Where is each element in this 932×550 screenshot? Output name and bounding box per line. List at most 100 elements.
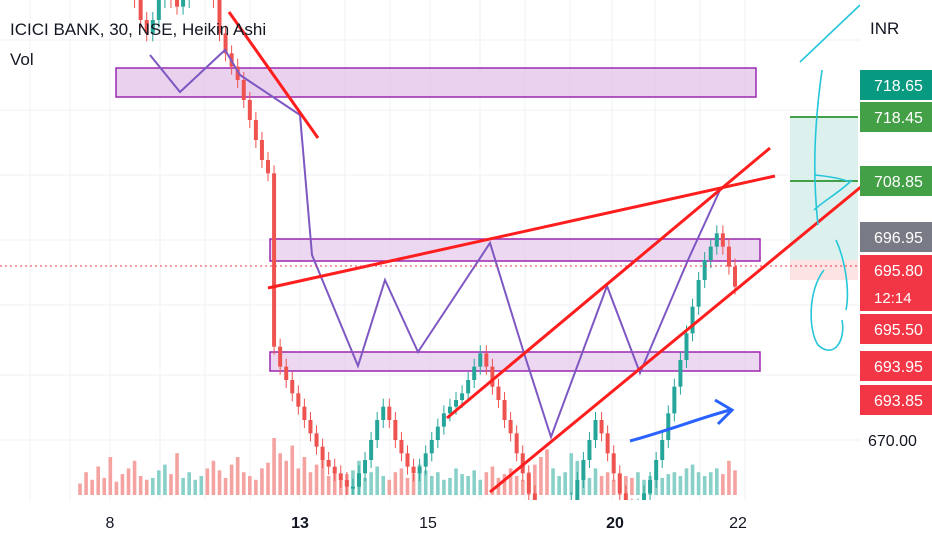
countdown-badge xyxy=(860,285,932,311)
candle-body xyxy=(672,386,677,414)
volume-bar xyxy=(387,479,392,495)
x-tick-label: 13 xyxy=(291,515,309,532)
volume-bar xyxy=(484,472,489,495)
projection-arrow-head xyxy=(714,398,735,426)
candle-body xyxy=(320,446,325,460)
candle-body xyxy=(247,100,252,120)
candle-body xyxy=(181,0,186,7)
candle-body xyxy=(308,420,313,434)
volume-bar xyxy=(557,476,561,495)
volume-bar xyxy=(102,477,107,495)
candle-body xyxy=(393,420,398,440)
candle-body xyxy=(332,466,337,474)
candle-body xyxy=(575,480,580,500)
candle-body xyxy=(387,406,392,420)
x-tick-label: 20 xyxy=(606,515,624,532)
volume-bar xyxy=(393,472,398,495)
volume-bar xyxy=(132,460,137,495)
exchange: NSE xyxy=(137,20,173,39)
volume-bar xyxy=(593,468,598,495)
volume-bar xyxy=(678,476,683,495)
candle-body xyxy=(666,413,671,440)
resistance-zone-upper[interactable] xyxy=(115,67,757,98)
volume-bar xyxy=(605,472,610,495)
trendline-downtrend[interactable] xyxy=(227,11,320,139)
volume-bar xyxy=(696,472,701,495)
volume-bar xyxy=(721,474,725,495)
volume-bar xyxy=(460,474,464,495)
trendline-wedge-upper[interactable] xyxy=(267,174,776,290)
trendline-channel-upper[interactable] xyxy=(446,146,771,420)
candle-body xyxy=(144,20,149,34)
candle-body xyxy=(429,440,434,454)
candle-body xyxy=(593,420,598,440)
candle-body xyxy=(587,440,592,460)
resistance-zone-middle[interactable] xyxy=(269,238,761,262)
candle-body xyxy=(726,246,731,267)
candle-body xyxy=(259,140,264,160)
volume-bar xyxy=(296,468,301,495)
candle-body xyxy=(423,453,428,467)
projection-arrow xyxy=(629,408,731,443)
volume-bar xyxy=(381,476,386,495)
price-badge xyxy=(860,314,932,344)
volume-bar xyxy=(611,479,616,495)
candle-body xyxy=(441,413,446,427)
volume-bar xyxy=(405,477,410,495)
hand-drawn-scribble xyxy=(799,4,861,63)
volume-bar xyxy=(114,481,119,495)
volume-bar xyxy=(217,470,222,495)
candle-body xyxy=(278,346,283,367)
volume-bar xyxy=(96,466,100,495)
price-badge-label: 695.80 xyxy=(874,263,923,280)
volume-bar xyxy=(90,479,94,495)
price-badge xyxy=(860,255,932,285)
volume-bar xyxy=(399,468,404,495)
candle-body xyxy=(272,173,277,347)
volume-bar xyxy=(660,477,665,495)
sep-2: , xyxy=(128,20,138,39)
candle-body xyxy=(502,400,507,420)
price-badge xyxy=(860,222,932,252)
sep-3: , xyxy=(172,20,182,39)
countdown-label: 12:14 xyxy=(874,290,912,307)
candle-body xyxy=(690,306,695,334)
hand-drawn-scribble xyxy=(813,69,823,226)
candle-body xyxy=(447,406,452,414)
candle-body xyxy=(399,440,404,454)
candle-body xyxy=(514,433,519,454)
candle-body xyxy=(660,440,665,460)
hand-drawn-scribble xyxy=(813,179,853,211)
price-axis-label: 670.00 xyxy=(868,433,917,450)
candle-body xyxy=(466,380,471,394)
price-badge xyxy=(860,385,932,415)
chart-style: Heikin Ashi xyxy=(182,20,267,39)
candle-body xyxy=(290,380,295,394)
candle-body xyxy=(496,386,501,400)
volume-bar xyxy=(684,468,689,495)
volume-bar xyxy=(320,449,325,495)
volume-bar xyxy=(599,476,604,495)
volume-bar xyxy=(569,453,574,495)
candle-body xyxy=(417,466,422,474)
candle-body xyxy=(435,426,440,440)
x-tick-label: 8 xyxy=(106,515,115,532)
volume-bar xyxy=(235,457,240,495)
volume-bar xyxy=(563,472,567,495)
volume-bar xyxy=(108,457,113,495)
volume-bar xyxy=(636,472,640,495)
volume-bar xyxy=(272,438,276,495)
trendline-channel-lower[interactable] xyxy=(489,184,863,494)
candle-body xyxy=(611,453,616,474)
hand-drawn-scribble xyxy=(835,239,849,311)
candle-body xyxy=(678,360,683,387)
candle-body xyxy=(411,466,416,474)
symbol-title: ICICI BANK, 30, NSE, Heikin Ashi xyxy=(10,20,266,40)
volume-bar xyxy=(332,468,337,495)
volume-bar xyxy=(539,457,543,495)
candle-body xyxy=(648,480,653,494)
time-axis xyxy=(0,500,932,550)
volume-bar xyxy=(290,445,295,495)
candle-body xyxy=(581,460,586,480)
